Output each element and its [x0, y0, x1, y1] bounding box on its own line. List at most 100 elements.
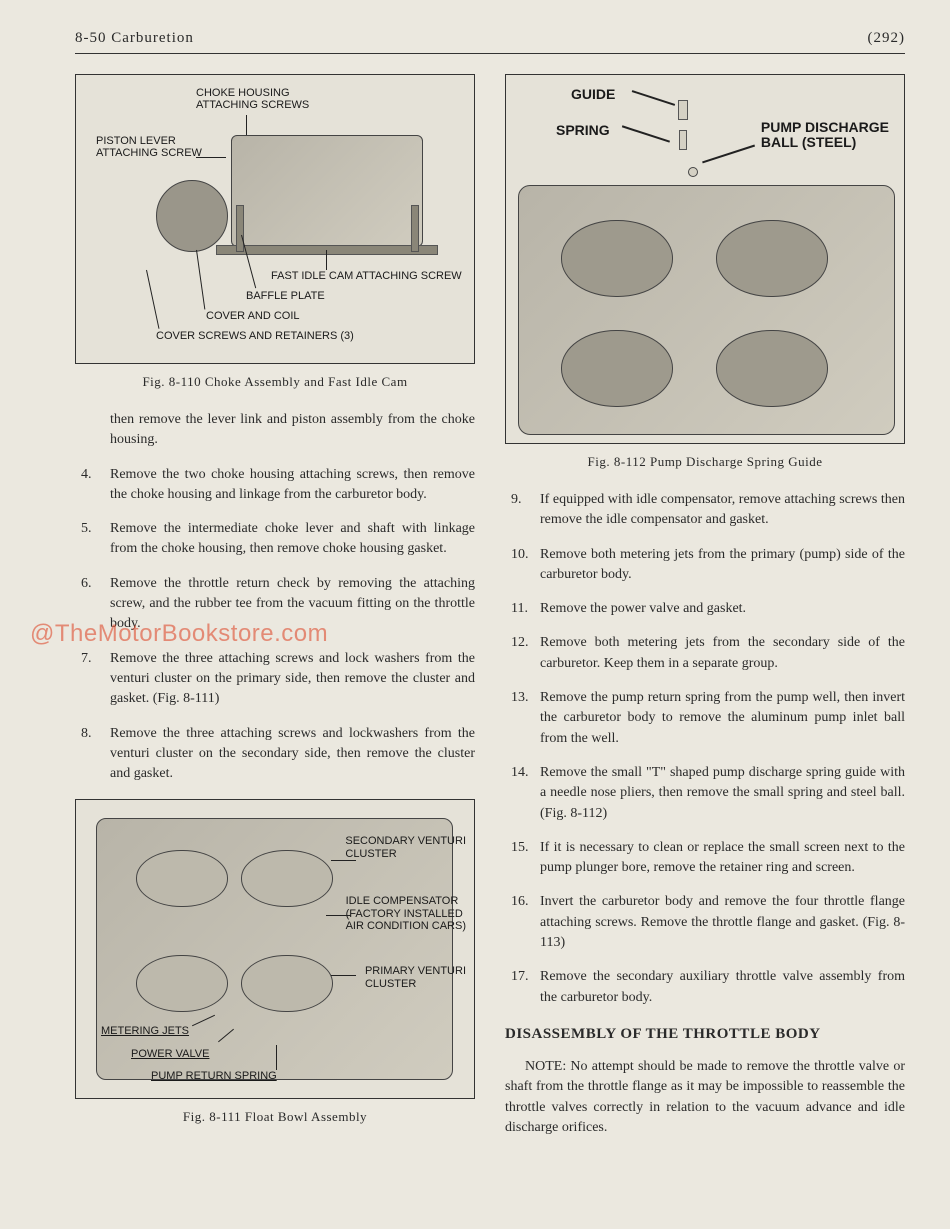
step-text: Remove both metering jets from the secon…	[540, 635, 905, 670]
guide-shape	[678, 100, 688, 120]
step-text: Remove both metering jets from the prima…	[540, 547, 905, 582]
step-number: 17.	[511, 967, 529, 987]
bore-shape	[136, 955, 228, 1012]
bore-shape	[136, 850, 228, 907]
page: 8-50 Carburetion (292) @TheMotorBookstor…	[0, 0, 950, 1229]
page-header: 8-50 Carburetion (292)	[75, 30, 905, 54]
step-14: 14. Remove the small "T" shaped pump disc…	[505, 763, 905, 824]
bore-shape	[716, 220, 828, 297]
label-piston-lever: PISTON LEVER ATTACHING SCREW	[96, 135, 202, 159]
step-8: 8. Remove the three attaching screws and …	[75, 724, 475, 785]
step-number: 11.	[511, 599, 528, 619]
step-number: 4.	[81, 465, 92, 485]
label-choke-housing: CHOKE HOUSING ATTACHING SCREWS	[196, 87, 309, 111]
figure-8-110-caption: Fig. 8-110 Choke Assembly and Fast Idle …	[75, 374, 475, 390]
spring-shape	[679, 130, 687, 150]
step-number: 14.	[511, 763, 529, 783]
leader-line	[326, 915, 351, 916]
figure-8-111: SECONDARY VENTURI CLUSTER IDLE COMPENSAT…	[75, 799, 475, 1099]
step-16: 16. Invert the carburetor body and remove…	[505, 892, 905, 953]
step-text: If equipped with idle compensator, remov…	[540, 492, 905, 527]
step-17: 17. Remove the secondary auxiliary thrott…	[505, 967, 905, 1008]
bore-shape	[241, 955, 333, 1012]
right-steps-list: 9. If equipped with idle compensator, rem…	[505, 490, 905, 1008]
bore-shape	[716, 330, 828, 407]
leader-line	[622, 125, 670, 142]
label-cover-screws: COVER SCREWS AND RETAINERS (3)	[156, 330, 354, 342]
label-metering-jets: METERING JETS	[101, 1025, 189, 1037]
step-text: Remove the power valve and gasket.	[540, 601, 746, 616]
leader-line	[632, 90, 675, 105]
step-number: 10.	[511, 545, 529, 565]
figure-8-112-caption: Fig. 8-112 Pump Discharge Spring Guide	[505, 454, 905, 470]
stand-leg	[411, 205, 419, 252]
note-text: NOTE: No attempt should be made to remov…	[505, 1057, 905, 1138]
choke-cover-shape	[156, 180, 228, 252]
label-secondary-venturi: SECONDARY VENTURI CLUSTER	[345, 835, 466, 859]
label-spring: SPRING	[556, 123, 610, 138]
label-idle-compensator: IDLE COMPENSATOR (FACTORY INSTALLED AIR …	[346, 895, 466, 931]
header-section-title: 8-50 Carburetion	[75, 30, 194, 47]
section-heading-disassembly: DISASSEMBLY OF THE THROTTLE BODY	[505, 1026, 905, 1043]
header-page-number: (292)	[868, 30, 906, 47]
step-13: 13. Remove the pump return spring from th…	[505, 688, 905, 749]
step-number: 9.	[511, 490, 522, 510]
label-baffle: BAFFLE PLATE	[246, 290, 325, 302]
step-5: 5. Remove the intermediate choke lever an…	[75, 519, 475, 560]
continuation-text: then remove the lever link and piston as…	[75, 410, 475, 451]
label-pump-discharge: PUMP DISCHARGE BALL (STEEL)	[761, 120, 889, 151]
step-text: Remove the two choke housing attaching s…	[110, 467, 475, 502]
step-number: 7.	[81, 649, 92, 669]
step-text: Remove the three attaching screws and lo…	[110, 651, 475, 707]
step-12: 12. Remove both metering jets from the se…	[505, 633, 905, 674]
label-guide: GUIDE	[571, 87, 615, 102]
step-text: Remove the three attaching screws and lo…	[110, 726, 475, 782]
carb-body-shape	[518, 185, 895, 435]
step-number: 15.	[511, 838, 529, 858]
carb-body-shape	[231, 135, 423, 247]
label-fast-idle: FAST IDLE CAM ATTACHING SCREW	[271, 270, 462, 282]
step-text: Remove the intermediate choke lever and …	[110, 521, 475, 556]
leader-line	[196, 250, 205, 310]
step-10: 10. Remove both metering jets from the pr…	[505, 545, 905, 586]
label-power-valve: POWER VALVE	[131, 1048, 209, 1060]
two-column-layout: CHOKE HOUSING ATTACHING SCREWS PISTON LE…	[75, 74, 905, 1145]
stand-base	[216, 245, 438, 255]
bore-shape	[561, 220, 673, 297]
step-number: 5.	[81, 519, 92, 539]
step-text: Remove the secondary auxiliary throttle …	[540, 969, 905, 1004]
leader-line	[276, 1045, 277, 1070]
figure-8-110: CHOKE HOUSING ATTACHING SCREWS PISTON LE…	[75, 74, 475, 364]
right-column: GUIDE SPRING PUMP DISCHARGE BALL (STEEL)…	[505, 74, 905, 1145]
leader-line	[146, 270, 159, 329]
figure-8-111-caption: Fig. 8-111 Float Bowl Assembly	[75, 1109, 475, 1125]
label-primary-venturi: PRIMARY VENTURI CLUSTER	[365, 965, 466, 989]
step-11: 11. Remove the power valve and gasket.	[505, 599, 905, 619]
step-number: 6.	[81, 574, 92, 594]
watermark: @TheMotorBookstore.com	[30, 620, 328, 648]
step-15: 15. If it is necessary to clean or replac…	[505, 838, 905, 879]
step-number: 13.	[511, 688, 529, 708]
step-number: 16.	[511, 892, 529, 912]
leader-line	[196, 157, 226, 158]
step-7: 7. Remove the three attaching screws and …	[75, 649, 475, 710]
step-text: If it is necessary to clean or replace t…	[540, 840, 905, 875]
leader-line	[331, 860, 356, 861]
step-text: Remove the pump return spring from the p…	[540, 690, 905, 746]
figure-8-112: GUIDE SPRING PUMP DISCHARGE BALL (STEEL)	[505, 74, 905, 444]
label-cover-coil: COVER AND COIL	[206, 310, 300, 322]
leader-line	[326, 250, 327, 270]
ball-shape	[688, 167, 698, 177]
leader-line	[702, 145, 755, 163]
step-text: Remove the small "T" shaped pump dischar…	[540, 765, 905, 821]
step-number: 8.	[81, 724, 92, 744]
bore-shape	[561, 330, 673, 407]
label-pump-return: PUMP RETURN SPRING	[151, 1070, 277, 1082]
left-column: CHOKE HOUSING ATTACHING SCREWS PISTON LE…	[75, 74, 475, 1145]
step-number: 12.	[511, 633, 529, 653]
step-text: Invert the carburetor body and remove th…	[540, 894, 905, 950]
step-9: 9. If equipped with idle compensator, rem…	[505, 490, 905, 531]
step-4: 4. Remove the two choke housing attaching…	[75, 465, 475, 506]
leader-line	[331, 975, 356, 976]
bore-shape	[241, 850, 333, 907]
